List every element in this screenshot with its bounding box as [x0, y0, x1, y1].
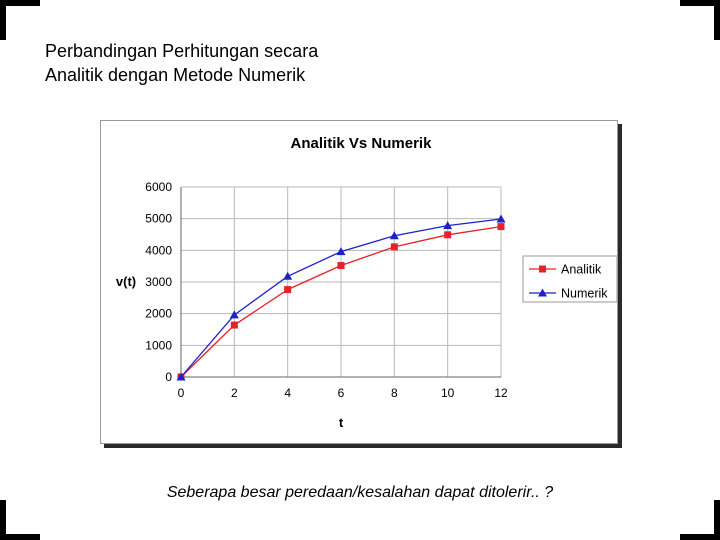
x-tick-label: 6: [338, 386, 345, 400]
data-point-numerik: [176, 372, 186, 381]
legend-box: [522, 255, 618, 303]
data-point-analitik: [284, 286, 292, 294]
legend-label-numerik: Numerik: [561, 287, 608, 301]
line-chart: Analitik Vs Numerik 0 1000 2000 3000 4000 500…: [116, 135, 618, 430]
legend-marker-analitik: [539, 265, 546, 273]
x-tick-labels: 0 2 4 6 8 10 12: [178, 386, 508, 400]
data-point-numerik: [229, 310, 239, 319]
y-axis-label: v(t): [116, 274, 136, 289]
chart-gridlines: [181, 186, 502, 377]
series-numerik: [176, 214, 506, 381]
x-tick-label: 4: [284, 386, 291, 400]
x-tick-label: 2: [231, 386, 238, 400]
x-tick-label: 8: [391, 386, 398, 400]
y-tick-label: 5000: [145, 212, 172, 226]
chart-title: Analitik Vs Numerik: [291, 135, 433, 152]
chart-series: [176, 214, 506, 381]
x-tick-label: 12: [494, 386, 508, 400]
slide-title-line-2: Analitik dengan Metode Numerik: [45, 65, 306, 85]
legend-marker-numerik: [538, 288, 547, 297]
data-point-numerik: [389, 231, 399, 240]
chart-container: Analitik Vs Numerik 0 1000 2000 3000 4000 500…: [100, 120, 618, 444]
y-tick-label: 2000: [145, 307, 172, 321]
corner-bracket-top-left: [0, 0, 40, 40]
data-point-numerik: [336, 247, 346, 256]
x-tick-label: 10: [441, 386, 455, 400]
chart-axes: [180, 187, 501, 378]
slide-title: Perbandingan Perhitungan secara Analitik…: [45, 39, 445, 87]
data-point-analitik: [230, 321, 238, 329]
corner-bracket-bottom-right: [680, 500, 720, 540]
x-axis-label: t: [339, 415, 344, 430]
data-point-analitik: [337, 262, 345, 270]
y-tick-label: 1000: [145, 338, 172, 352]
y-tick-label: 6000: [145, 180, 172, 194]
y-tick-label: 3000: [145, 275, 172, 289]
legend-label-analitik: Analitik: [561, 263, 602, 277]
y-tick-label: 0: [165, 370, 172, 384]
data-point-analitik: [497, 223, 505, 231]
slide-title-line-1: Perbandingan Perhitungan secara: [45, 41, 319, 61]
data-point-analitik: [390, 243, 398, 251]
data-point-numerik: [496, 214, 506, 223]
y-tick-label: 4000: [145, 243, 172, 257]
data-point-numerik: [443, 221, 453, 230]
chart-legend: Analitik Numerik: [522, 255, 618, 303]
slide-caption: Seberapa besar peredaan/kesalahan dapat …: [166, 484, 554, 501]
data-point-analitik: [444, 231, 452, 239]
x-tick-label: 0: [178, 386, 185, 400]
corner-bracket-top-right: [680, 0, 720, 40]
y-tick-labels: 0 1000 2000 3000 4000 5000 6000: [145, 180, 172, 384]
data-point-numerik: [283, 271, 293, 280]
corner-bracket-bottom-left: [0, 500, 40, 540]
